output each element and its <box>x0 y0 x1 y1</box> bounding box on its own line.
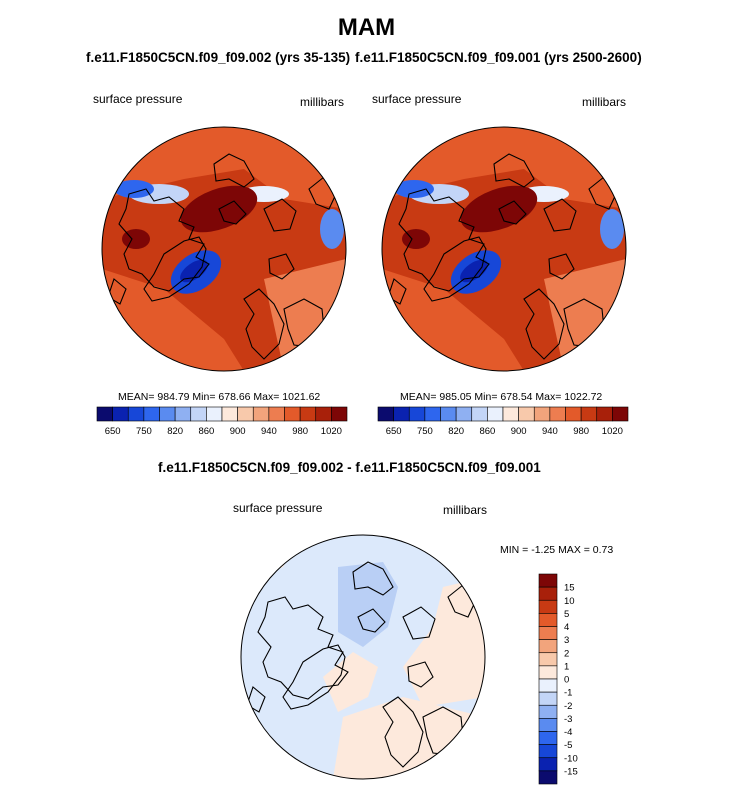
diff-colorbar-swatch <box>538 599 558 614</box>
panel-1-colorbar-tick-label: 980 <box>292 426 308 437</box>
diff-colorbar-swatch <box>538 652 558 667</box>
panel-2-colorbar-swatch <box>487 406 504 422</box>
panel-2-variable: surface pressure <box>372 92 462 106</box>
panel-1-colorbar-swatch <box>221 406 238 422</box>
diff-colorbar-swatch <box>538 691 558 706</box>
panel-2-colorbar-swatch <box>455 406 473 422</box>
panel-1-colorbar-swatch <box>112 406 129 422</box>
panel-2-colorbar-swatch <box>612 406 629 422</box>
diff-colorbar-tick-label: -1 <box>564 688 572 699</box>
diff-colorbar-tick-label: 1 <box>564 661 569 672</box>
diff-colorbar-tick-label: -15 <box>564 766 578 777</box>
panel-2-colorbar-tick-label: 750 <box>417 426 433 437</box>
diff-colorbar-tick-label: -4 <box>564 727 572 738</box>
panel-2-colorbar-tick-label: 980 <box>573 426 589 437</box>
diff-colorbar-tick-label: 4 <box>564 622 569 633</box>
panel-1-title: f.e11.F1850C5CN.f09_f09.002 (yrs 35-135) <box>86 50 351 65</box>
diff-colorbar-tick-label: -10 <box>564 753 578 764</box>
diff-colorbar-tick-label: 0 <box>564 675 569 686</box>
diff-colorbar-swatch <box>538 770 558 785</box>
diff-panel-variable: surface pressure <box>233 501 323 515</box>
panel-2-colorbar-swatch <box>596 406 613 422</box>
panel-2-colorbar-swatch <box>471 406 488 422</box>
panel-1-colorbar-tick-label: 820 <box>167 426 183 437</box>
panel-1-colorbar-swatch <box>159 406 176 422</box>
panel-2-map <box>381 126 627 372</box>
diff-colorbar-swatch <box>538 731 558 745</box>
panel-1-colorbar-tick-label: 860 <box>198 426 214 437</box>
panel-2-colorbar-swatch <box>533 406 551 422</box>
panel-2-colorbar-swatch <box>424 406 441 422</box>
panel-2-colorbar-tick-label: 900 <box>511 426 527 437</box>
panel-1-colorbar-tick-label: 1020 <box>321 426 342 437</box>
diff-colorbar-swatch <box>538 626 558 640</box>
panel-1-colorbar-swatch <box>174 406 192 422</box>
panel-2-colorbar: 650 750 820 860 900 940 980 1020 <box>377 406 629 437</box>
panel-2-colorbar-tick-label: 940 <box>542 426 558 437</box>
panel-2-colorbar-tick-label: 1020 <box>602 426 623 437</box>
diff-colorbar-tick-label: -2 <box>564 701 572 712</box>
panel-1-colorbar-swatch <box>268 406 285 422</box>
diff-panel-title: f.e11.F1850C5CN.f09_f09.002 - f.e11.F185… <box>158 460 541 475</box>
panel-2-colorbar-tick-label: 860 <box>479 426 495 437</box>
diff-colorbar-tick-label: 10 <box>564 596 575 607</box>
panel-1-colorbar-swatch <box>237 406 254 422</box>
panel-1-colorbar-swatch <box>284 406 301 422</box>
diff-colorbar-swatch <box>538 744 558 759</box>
panel-1-map <box>101 126 347 372</box>
panel-1-units: millibars <box>300 95 345 109</box>
panel-1-colorbar-swatch <box>315 406 332 422</box>
diff-colorbar-swatch <box>538 678 558 693</box>
panel-1-colorbar-swatch <box>331 406 348 422</box>
diff-colorbar-swatch <box>538 665 558 680</box>
panel-1-colorbar: 650 750 820 860 900 940 980 1020 <box>96 406 348 437</box>
panel-2-units: millibars <box>582 95 627 109</box>
panel-1-colorbar-tick-label: 750 <box>136 426 152 437</box>
panel-2-colorbar-swatch <box>580 406 598 422</box>
panel-2-title: f.e11.F1850C5CN.f09_f09.001 (yrs 2500-26… <box>355 50 642 65</box>
diff-colorbar-swatch <box>538 704 558 719</box>
diff-colorbar-tick-label: 3 <box>564 635 569 646</box>
panel-1-colorbar-swatch <box>206 406 223 422</box>
diff-colorbar-tick-label: 5 <box>564 609 569 620</box>
panel-1-colorbar-tick-label: 940 <box>261 426 277 437</box>
panel-2-colorbar-swatch <box>393 406 410 422</box>
panel-1-colorbar-swatch <box>299 406 317 422</box>
panel-2-colorbar-tick-label: 820 <box>448 426 464 437</box>
diff-colorbar-swatch <box>538 613 558 627</box>
panel-2-colorbar-swatch <box>502 406 519 422</box>
diff-panel-map <box>240 534 486 780</box>
panel-2-colorbar-swatch <box>565 406 582 422</box>
diff-colorbar-swatch <box>538 573 558 588</box>
panel-2-colorbar-swatch <box>377 406 394 422</box>
panel-2-colorbar-swatch <box>518 406 535 422</box>
panel-1-colorbar-swatch <box>252 406 270 422</box>
panel-2-colorbar-swatch <box>549 406 566 422</box>
diff-panel-units: millibars <box>443 503 488 517</box>
panel-1-colorbar-swatch <box>127 406 145 422</box>
figure-title: MAM <box>337 14 396 41</box>
panel-1-stats: MEAN= 984.79 Min= 678.66 Max= 1021.62 <box>118 391 321 403</box>
panel-2-colorbar-tick-label: 650 <box>386 426 402 437</box>
panel-2-stats: MEAN= 985.05 Min= 678.54 Max= 1022.72 <box>400 391 603 403</box>
diff-colorbar-tick-label: -5 <box>564 740 572 751</box>
panel-1-colorbar-swatch <box>143 406 160 422</box>
diff-colorbar-swatch <box>538 757 558 772</box>
panel-2-colorbar-swatch <box>408 406 426 422</box>
panel-1-variable: surface pressure <box>93 92 183 106</box>
diff-colorbar-swatch <box>538 639 558 654</box>
diff-colorbar-tick-label: 15 <box>564 583 575 594</box>
diff-colorbar-tick-label: 2 <box>564 648 569 659</box>
panel-1-colorbar-swatch <box>190 406 207 422</box>
diff-panel-stats: MIN = -1.25 MAX = 0.73 <box>500 544 614 556</box>
panel-1-colorbar-tick-label: 650 <box>105 426 121 437</box>
panel-1-colorbar-swatch <box>96 406 113 422</box>
diff-colorbar-swatch <box>538 718 558 732</box>
diff-colorbar-tick-label: -3 <box>564 714 572 725</box>
panel-1-colorbar-tick-label: 900 <box>230 426 246 437</box>
diff-colorbar-swatch <box>538 586 558 601</box>
panel-2-colorbar-swatch <box>440 406 457 422</box>
